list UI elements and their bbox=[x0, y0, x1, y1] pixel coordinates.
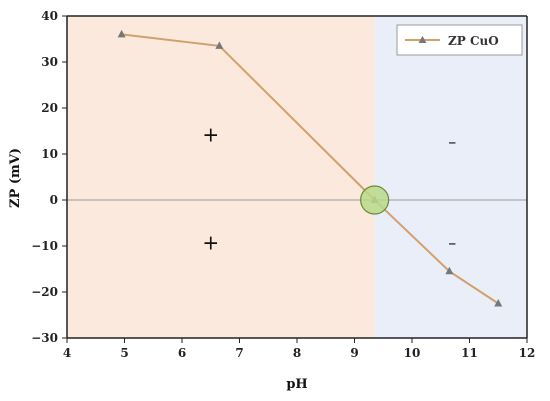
negative-charge-label: – bbox=[448, 234, 456, 253]
region-0 bbox=[67, 16, 375, 338]
ph-regions bbox=[67, 16, 527, 338]
tick-labels: 4 5 6 7 8 9 10 11 12 40 30 20 10 0 −10 −20 −30 bbox=[31, 9, 535, 360]
data-point-marker bbox=[215, 41, 224, 49]
x-tick-label: 12 bbox=[519, 346, 536, 360]
y-tick-label: 20 bbox=[41, 101, 58, 115]
legend: ZP CuO bbox=[396, 24, 523, 56]
positive-charge-label: + bbox=[202, 123, 219, 147]
isoelectric-point-circle bbox=[360, 185, 390, 215]
y-tick-label: 0 bbox=[50, 193, 58, 207]
charge-annotations: + + – – bbox=[202, 123, 456, 255]
positive-charge-label: + bbox=[202, 231, 219, 255]
data-point-marker bbox=[117, 29, 126, 38]
x-tick-label: 11 bbox=[461, 346, 478, 360]
x-tick-label: 7 bbox=[235, 346, 243, 360]
y-tick-label: 10 bbox=[41, 147, 58, 161]
x-tick-label: 9 bbox=[350, 346, 358, 360]
legend-series-label: ZP CuO bbox=[448, 34, 499, 48]
y-tick-label: −10 bbox=[31, 239, 58, 253]
y-tick-label: 40 bbox=[41, 9, 58, 23]
axes bbox=[62, 15, 528, 343]
legend-triangle-marker bbox=[418, 36, 427, 43]
negative-charge-label: – bbox=[448, 133, 456, 152]
x-tick-label: 5 bbox=[120, 346, 128, 360]
y-tick-label: −20 bbox=[31, 285, 58, 299]
region-1 bbox=[374, 16, 527, 338]
data-point-marker bbox=[445, 266, 454, 275]
x-tick-label: 8 bbox=[293, 346, 301, 360]
isoelectric-point-layer bbox=[360, 185, 390, 215]
x-tick-label: 4 bbox=[63, 346, 71, 360]
data-point-marker bbox=[494, 299, 503, 307]
x-tick-label: 10 bbox=[404, 346, 421, 360]
x-tick-label: 6 bbox=[178, 346, 186, 360]
y-tick-label: 30 bbox=[41, 55, 58, 69]
y-tick-label: −30 bbox=[31, 331, 58, 345]
y-axis-label: ZP (mV) bbox=[8, 148, 23, 208]
x-axis-label: pH bbox=[286, 377, 307, 392]
